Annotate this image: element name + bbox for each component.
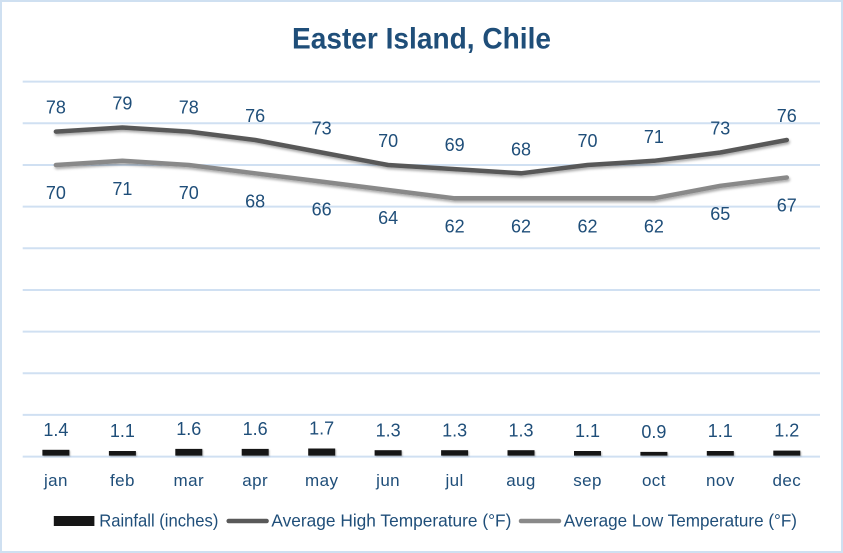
svg-text:62: 62 [511,216,531,236]
svg-text:1.2: 1.2 [774,421,799,441]
svg-text:1.4: 1.4 [43,420,68,440]
svg-text:1.3: 1.3 [508,420,533,440]
svg-text:1.1: 1.1 [110,421,135,441]
svg-text:71: 71 [644,127,664,147]
svg-text:sep: sep [573,471,602,490]
svg-text:62: 62 [577,216,597,236]
svg-text:78: 78 [46,98,66,118]
svg-text:jun: jun [375,471,400,490]
svg-text:Average High Temperature (°F): Average High Temperature (°F) [271,511,511,531]
svg-text:jul: jul [444,471,463,490]
svg-text:Average Low Temperature (°F): Average Low Temperature (°F) [564,511,797,531]
svg-text:Easter Island, Chile: Easter Island, Chile [292,23,551,56]
svg-text:62: 62 [644,216,664,236]
svg-text:oct: oct [642,471,666,490]
svg-text:apr: apr [242,471,268,490]
svg-text:71: 71 [112,179,132,199]
svg-text:70: 70 [378,131,398,151]
svg-text:67: 67 [777,196,797,216]
svg-text:76: 76 [777,106,797,126]
svg-text:69: 69 [445,135,465,155]
svg-text:0.9: 0.9 [641,422,666,442]
svg-text:jan: jan [43,471,68,490]
svg-text:70: 70 [577,131,597,151]
svg-text:1.3: 1.3 [376,420,401,440]
svg-text:70: 70 [179,183,199,203]
svg-text:1.6: 1.6 [243,419,268,439]
svg-text:aug: aug [506,471,536,490]
svg-text:feb: feb [110,471,135,490]
svg-text:78: 78 [179,98,199,118]
svg-text:1.6: 1.6 [176,419,201,439]
svg-text:68: 68 [511,139,531,159]
svg-text:mar: mar [174,471,204,490]
svg-text:Rainfall (inches): Rainfall (inches) [99,511,218,531]
svg-text:62: 62 [445,216,465,236]
svg-text:64: 64 [378,208,398,228]
svg-text:66: 66 [312,200,332,220]
svg-text:may: may [305,471,338,490]
svg-text:dec: dec [772,471,801,490]
svg-text:79: 79 [112,94,132,114]
svg-text:nov: nov [706,471,735,490]
svg-text:1.3: 1.3 [442,420,467,440]
svg-text:70: 70 [46,183,66,203]
svg-text:1.1: 1.1 [575,421,600,441]
svg-text:73: 73 [710,119,730,139]
svg-text:76: 76 [245,106,265,126]
svg-text:1.7: 1.7 [309,419,334,439]
svg-text:68: 68 [245,191,265,211]
svg-text:1.1: 1.1 [708,421,733,441]
svg-text:65: 65 [710,204,730,224]
svg-text:73: 73 [312,119,332,139]
